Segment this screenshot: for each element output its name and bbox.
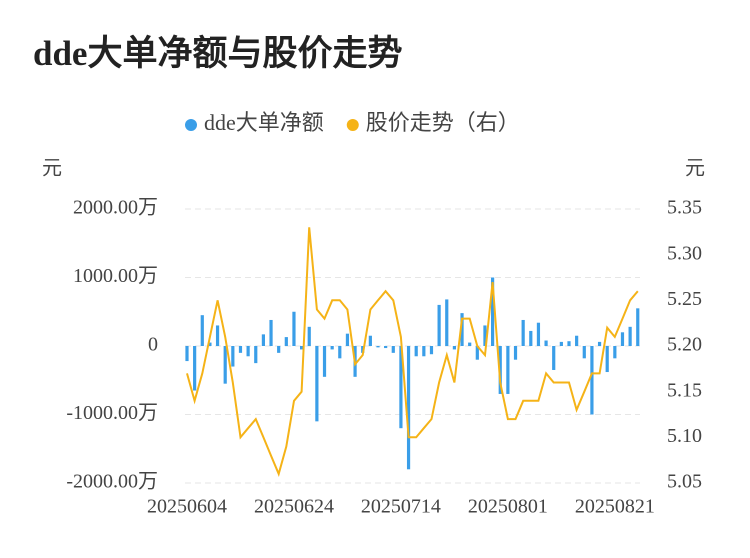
bar: [613, 346, 617, 359]
legend-label: dde大单净额: [204, 110, 324, 135]
y2-tick-label: 5.20: [667, 334, 702, 356]
bar: [597, 341, 602, 346]
y2-tick-label: 5.30: [667, 242, 702, 264]
bar: [422, 346, 426, 357]
bar: [330, 346, 334, 350]
bar: [368, 335, 372, 346]
bar: [437, 304, 441, 346]
bar: [384, 346, 388, 349]
bar: [491, 277, 495, 346]
bar: [529, 330, 533, 346]
bar: [284, 337, 288, 346]
bar: [605, 346, 609, 373]
bar: [269, 319, 273, 346]
bar: [636, 308, 640, 346]
bar: [345, 333, 350, 346]
bar: [231, 346, 235, 367]
y-tick-label: 0: [148, 334, 158, 356]
bar: [590, 346, 594, 415]
bar: [185, 346, 189, 362]
bar: [521, 319, 525, 346]
bar: [582, 346, 586, 359]
bar: [292, 311, 296, 346]
bar: [414, 346, 418, 357]
chart-title: dde大单净额与股价走势: [33, 34, 402, 73]
bar: [246, 346, 250, 357]
y-tick-label: -1000.00万: [66, 402, 158, 424]
bar: [315, 346, 319, 422]
bar: [238, 346, 243, 353]
y2-tick-label: 5.35: [667, 197, 702, 219]
bar: [200, 315, 204, 346]
bar: [261, 334, 265, 346]
y-axis-label: 元: [42, 158, 62, 180]
y2-tick-label: 5.05: [667, 471, 702, 493]
bar: [567, 341, 571, 346]
y2-tick-label: 5.15: [667, 379, 702, 401]
x-tick-label: 20250821: [575, 496, 655, 518]
bar: [307, 326, 311, 346]
bar: [544, 340, 548, 346]
bar: [483, 325, 487, 346]
bar: [254, 346, 258, 364]
bar: [322, 346, 327, 377]
bar: [620, 332, 625, 346]
legend-marker: [346, 119, 359, 131]
bar: [406, 346, 411, 470]
bar: [468, 342, 472, 346]
legend-label: 股价走势（右）: [366, 110, 520, 135]
x-tick-label: 20250801: [468, 496, 548, 518]
bar: [628, 326, 632, 346]
bar: [475, 346, 479, 360]
bar: [391, 346, 395, 353]
x-tick-label: 20250604: [147, 496, 227, 518]
bar: [215, 325, 220, 346]
y2-axis-label: 元: [685, 158, 705, 180]
bar: [460, 313, 464, 346]
bar: [513, 346, 518, 360]
bar: [193, 346, 197, 391]
y-tick-label: 1000.00万: [73, 265, 158, 287]
y-tick-label: -2000.00万: [66, 471, 158, 493]
bar: [429, 346, 434, 355]
bar: [338, 346, 342, 359]
bar: [552, 346, 556, 370]
bar: [399, 346, 403, 429]
y2-tick-label: 5.10: [667, 425, 702, 447]
y2-tick-label: 5.25: [667, 288, 702, 310]
bar: [277, 346, 281, 353]
bar: [559, 341, 563, 346]
bar: [445, 299, 449, 346]
bar: [506, 346, 510, 394]
x-tick-label: 20250714: [361, 496, 441, 518]
y-tick-label: 2000.00万: [73, 197, 158, 219]
bar: [376, 346, 380, 348]
bar: [575, 335, 579, 346]
bar: [452, 346, 456, 350]
legend-marker: [185, 119, 197, 131]
x-tick-label: 20250624: [254, 496, 334, 518]
bar: [223, 346, 227, 384]
bar: [536, 322, 541, 346]
bar: [208, 342, 212, 346]
bar: [300, 346, 304, 350]
price-line: [186, 227, 639, 477]
